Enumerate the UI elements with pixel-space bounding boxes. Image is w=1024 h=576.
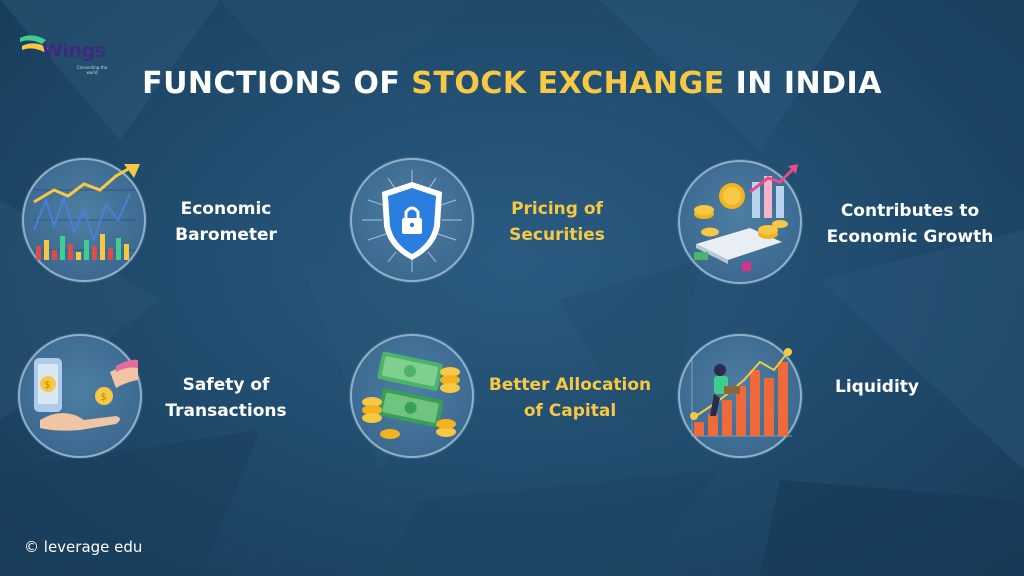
capital-allocation-illustration <box>350 334 474 458</box>
security-shield-icon <box>362 170 462 272</box>
svg-text:$: $ <box>101 392 107 403</box>
wings-logo-mark-icon <box>20 35 48 52</box>
function-label-liquidity: Liquidity <box>822 374 932 400</box>
copyright-footer: © leverage edu <box>24 538 142 556</box>
function-label-better-allocation-of-capital: Better Allocation of Capital <box>484 372 656 424</box>
logo-tagline: Connecting the world <box>76 65 108 75</box>
copyright-text: leverage edu <box>43 538 143 556</box>
title-accent: STOCK EXCHANGE <box>411 66 725 101</box>
coins-phone-icon <box>694 164 798 271</box>
economic-growth-illustration <box>678 160 802 284</box>
function-line2: Securities <box>509 225 605 245</box>
function-line1: Liquidity <box>835 377 919 397</box>
function-line1: Better Allocation <box>488 375 652 395</box>
function-label-economic-barometer: Economic Barometer <box>150 196 302 248</box>
function-line2: of Capital <box>523 401 617 421</box>
stock-chart-icon <box>33 164 140 260</box>
function-line2: Barometer <box>175 225 277 245</box>
function-label-pricing-of-securities: Pricing of Securities <box>484 196 630 248</box>
copyright-symbol: © <box>24 538 39 556</box>
cash-stack-icon <box>362 351 460 439</box>
economic-barometer-illustration <box>22 158 146 282</box>
hand-coin-icon: $ $ <box>34 358 138 431</box>
wings-logo: Wings Connecting the world <box>16 30 126 86</box>
function-line2: Transactions <box>165 401 287 421</box>
title-part2: IN INDIA <box>724 66 882 101</box>
function-label-contributes-economic-growth: Contributes to Economic Growth <box>822 198 998 250</box>
svg-text:$: $ <box>45 380 51 391</box>
liquidity-illustration <box>678 334 802 458</box>
function-line1: Pricing of <box>511 199 603 219</box>
safety-of-transactions-illustration: $ $ <box>18 334 142 458</box>
title-part1: FUNCTIONS OF <box>142 66 412 101</box>
page-title: FUNCTIONS OF STOCK EXCHANGE IN INDIA <box>0 66 1024 101</box>
function-line1: Contributes to <box>840 201 980 221</box>
pricing-of-securities-illustration <box>350 158 474 282</box>
function-line1: Safety of <box>182 375 270 395</box>
function-line1: Economic <box>180 199 272 219</box>
logo-brand-text: Wings <box>42 40 106 62</box>
function-line2: Economic Growth <box>826 227 994 247</box>
function-label-safety-of-transactions: Safety of Transactions <box>160 372 292 424</box>
growth-bars-icon <box>690 348 792 437</box>
